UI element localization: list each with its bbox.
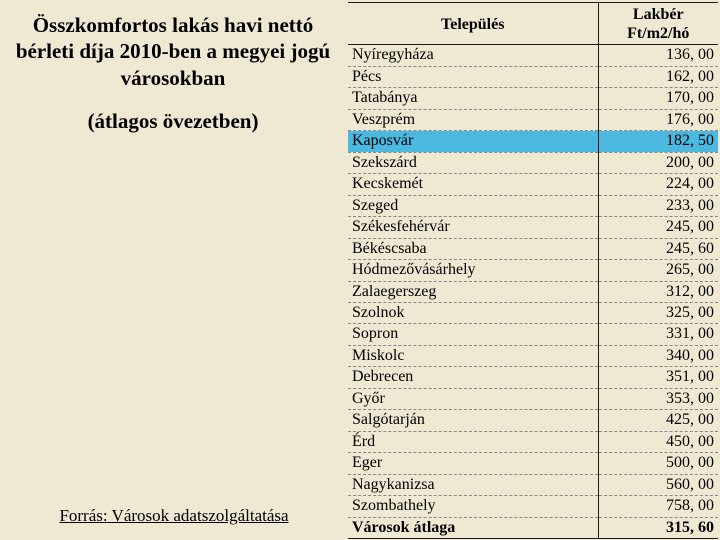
city-cell: Kaposvár: [348, 131, 598, 152]
total-value: 315, 60: [598, 517, 718, 538]
table-row: Szombathely758, 00: [348, 496, 718, 517]
page-title: Összkomfortos lakás havi nettó bérleti d…: [8, 12, 338, 91]
table-row: Kaposvár182, 50: [348, 131, 718, 152]
value-cell: 450, 00: [598, 431, 718, 452]
city-cell: Debrecen: [348, 367, 598, 388]
table-row: Békéscsaba245, 60: [348, 238, 718, 259]
city-cell: Veszprém: [348, 109, 598, 130]
title-line-3: városokban: [121, 66, 226, 90]
header-rent: Lakbér Ft/m2/hó: [598, 3, 718, 45]
value-cell: 351, 00: [598, 367, 718, 388]
city-cell: Tatabánya: [348, 88, 598, 109]
city-cell: Pécs: [348, 66, 598, 87]
table-total-row: Városok átlaga315, 60: [348, 517, 718, 538]
value-cell: 245, 00: [598, 217, 718, 238]
table-row: Győr353, 00: [348, 388, 718, 409]
city-cell: Szolnok: [348, 303, 598, 324]
value-cell: 758, 00: [598, 496, 718, 517]
source-text: Forrás: Városok adatszolgáltatása: [0, 506, 348, 526]
value-cell: 176, 00: [598, 109, 718, 130]
city-cell: Székesfehérvár: [348, 217, 598, 238]
value-cell: 224, 00: [598, 174, 718, 195]
left-panel: Összkomfortos lakás havi nettó bérleti d…: [0, 0, 348, 540]
value-cell: 500, 00: [598, 453, 718, 474]
city-cell: Szekszárd: [348, 152, 598, 173]
page-subtitle: (átlagos övezetben): [8, 109, 338, 134]
table-row: Székesfehérvár245, 00: [348, 217, 718, 238]
city-cell: Érd: [348, 431, 598, 452]
city-cell: Sopron: [348, 324, 598, 345]
city-cell: Nyíregyháza: [348, 45, 598, 66]
value-cell: 245, 60: [598, 238, 718, 259]
value-cell: 136, 00: [598, 45, 718, 66]
table-row: Debrecen351, 00: [348, 367, 718, 388]
table-row: Pécs162, 00: [348, 66, 718, 87]
table-row: Szolnok325, 00: [348, 303, 718, 324]
table-row: Veszprém176, 00: [348, 109, 718, 130]
table-row: Tatabánya170, 00: [348, 88, 718, 109]
rent-table-container: Település Lakbér Ft/m2/hó Nyíregyháza136…: [348, 2, 718, 539]
title-line-2: bérleti díja 2010-ben a megyei jogú: [16, 39, 330, 63]
header-rent-l2: Ft/m2/hó: [627, 25, 689, 42]
table-row: Salgótarján425, 00: [348, 410, 718, 431]
header-rent-l1: Lakbér: [633, 6, 684, 23]
table-header-row: Település Lakbér Ft/m2/hó: [348, 3, 718, 45]
city-cell: Kecskemét: [348, 174, 598, 195]
value-cell: 233, 00: [598, 195, 718, 216]
total-label: Városok átlaga: [348, 517, 598, 538]
table-row: Eger500, 00: [348, 453, 718, 474]
city-cell: Nagykanizsa: [348, 474, 598, 495]
city-cell: Békéscsaba: [348, 238, 598, 259]
value-cell: 162, 00: [598, 66, 718, 87]
table-row: Szeged233, 00: [348, 195, 718, 216]
table-row: Kecskemét224, 00: [348, 174, 718, 195]
table-row: Miskolc340, 00: [348, 345, 718, 366]
value-cell: 312, 00: [598, 281, 718, 302]
city-cell: Zalaegerszeg: [348, 281, 598, 302]
table-row: Hódmezővásárhely265, 00: [348, 260, 718, 281]
value-cell: 560, 00: [598, 474, 718, 495]
city-cell: Salgótarján: [348, 410, 598, 431]
value-cell: 325, 00: [598, 303, 718, 324]
value-cell: 353, 00: [598, 388, 718, 409]
city-cell: Eger: [348, 453, 598, 474]
city-cell: Szeged: [348, 195, 598, 216]
value-cell: 331, 00: [598, 324, 718, 345]
table-body: Nyíregyháza136, 00Pécs162, 00Tatabánya17…: [348, 45, 718, 539]
table-row: Érd450, 00: [348, 431, 718, 452]
city-cell: Hódmezővásárhely: [348, 260, 598, 281]
city-cell: Miskolc: [348, 345, 598, 366]
value-cell: 340, 00: [598, 345, 718, 366]
value-cell: 265, 00: [598, 260, 718, 281]
table-row: Nagykanizsa560, 00: [348, 474, 718, 495]
header-city: Település: [348, 3, 598, 45]
rent-table: Település Lakbér Ft/m2/hó Nyíregyháza136…: [348, 3, 718, 539]
value-cell: 182, 50: [598, 131, 718, 152]
city-cell: Győr: [348, 388, 598, 409]
city-cell: Szombathely: [348, 496, 598, 517]
table-row: Szekszárd200, 00: [348, 152, 718, 173]
value-cell: 200, 00: [598, 152, 718, 173]
table-row: Sopron331, 00: [348, 324, 718, 345]
table-row: Zalaegerszeg312, 00: [348, 281, 718, 302]
value-cell: 425, 00: [598, 410, 718, 431]
table-row: Nyíregyháza136, 00: [348, 45, 718, 66]
title-line-1: Összkomfortos lakás havi nettó: [33, 13, 314, 37]
value-cell: 170, 00: [598, 88, 718, 109]
